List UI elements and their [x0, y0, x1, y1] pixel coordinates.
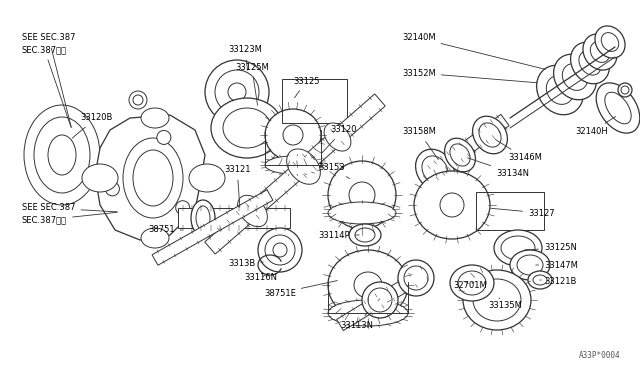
Ellipse shape [265, 109, 321, 161]
Ellipse shape [189, 164, 225, 192]
Text: 33127: 33127 [491, 208, 555, 218]
Text: 33116N: 33116N [244, 273, 277, 282]
Text: 33153: 33153 [318, 164, 349, 179]
Ellipse shape [211, 98, 283, 158]
Polygon shape [95, 115, 205, 240]
Ellipse shape [82, 164, 118, 192]
Polygon shape [178, 208, 290, 228]
Circle shape [106, 182, 120, 196]
Ellipse shape [536, 65, 584, 115]
Text: 33120B: 33120B [72, 113, 113, 138]
Text: SEE SEC.387: SEE SEC.387 [22, 203, 117, 212]
Text: 33125: 33125 [293, 77, 319, 98]
Ellipse shape [510, 250, 550, 280]
Text: SEC.387参照: SEC.387参照 [22, 212, 117, 224]
Text: 33113N: 33113N [340, 312, 373, 330]
Text: 32701M: 32701M [453, 280, 487, 289]
Text: 33125M: 33125M [235, 64, 269, 105]
Ellipse shape [205, 60, 269, 124]
Polygon shape [337, 264, 433, 331]
Text: 33114P: 33114P [318, 231, 359, 240]
Text: 33152M: 33152M [402, 68, 537, 83]
Bar [282, 79, 347, 123]
Text: 38751E: 38751E [264, 280, 337, 298]
Text: 33121: 33121 [224, 166, 250, 207]
Ellipse shape [328, 161, 396, 229]
Text: 32140M: 32140M [402, 33, 545, 69]
Text: 33158M: 33158M [402, 128, 438, 160]
Ellipse shape [445, 138, 476, 172]
Ellipse shape [528, 271, 552, 289]
Ellipse shape [595, 26, 625, 58]
Text: A33P*0004: A33P*0004 [579, 351, 620, 360]
Text: 33125N: 33125N [525, 244, 577, 253]
Text: 33123M: 33123M [228, 45, 262, 70]
Ellipse shape [415, 149, 454, 191]
Ellipse shape [141, 108, 169, 128]
Ellipse shape [24, 105, 100, 205]
Circle shape [176, 201, 189, 215]
Ellipse shape [349, 224, 381, 246]
Ellipse shape [123, 138, 183, 218]
Text: 33146M: 33146M [495, 140, 542, 163]
Ellipse shape [287, 149, 321, 184]
Ellipse shape [328, 300, 408, 326]
Ellipse shape [414, 171, 490, 239]
Ellipse shape [362, 282, 398, 318]
Ellipse shape [596, 83, 640, 133]
Text: 33120: 33120 [322, 125, 356, 153]
Text: 38751: 38751 [148, 225, 182, 234]
Text: 33121B: 33121B [540, 276, 577, 285]
Ellipse shape [237, 195, 268, 227]
Text: 33134N: 33134N [468, 158, 529, 177]
Bar [476, 192, 544, 230]
Circle shape [157, 131, 171, 144]
Ellipse shape [265, 156, 321, 174]
Text: 32140H: 32140H [575, 116, 616, 137]
Text: 33147M: 33147M [536, 260, 578, 269]
Text: 3313B: 3313B [228, 259, 263, 267]
Text: SEC.387参照: SEC.387参照 [22, 45, 71, 127]
Ellipse shape [571, 42, 609, 84]
Polygon shape [426, 114, 509, 181]
Text: SEE SEC.387: SEE SEC.387 [22, 33, 76, 127]
Polygon shape [152, 190, 273, 265]
Ellipse shape [328, 250, 408, 320]
Ellipse shape [463, 270, 531, 330]
Ellipse shape [328, 202, 396, 224]
Ellipse shape [258, 228, 302, 272]
Ellipse shape [141, 228, 169, 248]
Polygon shape [205, 94, 385, 254]
Ellipse shape [554, 54, 596, 100]
Ellipse shape [324, 123, 351, 151]
Text: 33135M: 33135M [488, 298, 522, 311]
Ellipse shape [472, 116, 508, 154]
Ellipse shape [398, 260, 434, 296]
Ellipse shape [494, 230, 542, 266]
Ellipse shape [583, 34, 617, 70]
Circle shape [129, 91, 147, 109]
Circle shape [618, 83, 632, 97]
Ellipse shape [191, 200, 215, 236]
Ellipse shape [450, 265, 494, 301]
